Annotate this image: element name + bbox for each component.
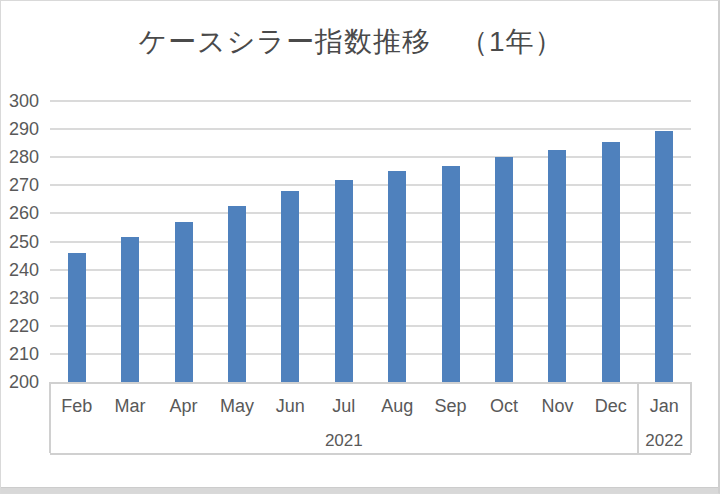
y-tick-label-250: 250 xyxy=(1,231,39,253)
bar-jan xyxy=(655,131,673,382)
x-tick-label-feb: Feb xyxy=(50,384,103,428)
bar-jun xyxy=(281,191,299,382)
chart: ケースシラー指数推移 （1年） 300290280270260250240230… xyxy=(0,0,720,494)
gridline-230 xyxy=(50,297,691,299)
y-tick-label-260: 260 xyxy=(1,202,39,224)
bar-feb xyxy=(68,253,86,382)
gridline-240 xyxy=(50,269,691,271)
bar-sep xyxy=(442,166,460,382)
y-tick-label-200: 200 xyxy=(1,371,39,393)
gridline-210 xyxy=(50,353,691,355)
y-tick-label-210: 210 xyxy=(1,343,39,365)
x-tick-label-jan: Jan xyxy=(638,384,691,428)
gridline-280 xyxy=(50,156,691,158)
y-tick-label-270: 270 xyxy=(1,174,39,196)
x-tick-label-aug: Aug xyxy=(371,384,424,428)
x-tick-label-oct: Oct xyxy=(477,384,530,428)
x-tick-label-jul: Jul xyxy=(317,384,370,428)
x-tick-label-mar: Mar xyxy=(103,384,156,428)
gridline-270 xyxy=(50,184,691,186)
bar-mar xyxy=(121,237,139,382)
bottom-strip xyxy=(1,487,720,493)
y-tick-label-300: 300 xyxy=(1,90,39,112)
year-label-2022: 2022 xyxy=(638,428,691,453)
y-tick-label-240: 240 xyxy=(1,259,39,281)
bar-may xyxy=(228,206,246,382)
y-tick-label-220: 220 xyxy=(1,315,39,337)
x-tick-label-may: May xyxy=(210,384,263,428)
axis-group-separator-0 xyxy=(49,382,51,453)
bar-nov xyxy=(548,150,566,382)
bar-aug xyxy=(388,171,406,382)
gridline-260 xyxy=(50,212,691,214)
year-label-2021: 2021 xyxy=(50,428,638,453)
plot-area: 300290280270260250240230220210200FebMarA… xyxy=(1,1,720,494)
axis-group-separator-1 xyxy=(637,382,639,453)
gridline-250 xyxy=(50,241,691,243)
y-tick-label-280: 280 xyxy=(1,146,39,168)
bar-apr xyxy=(175,222,193,382)
x-tick-label-nov: Nov xyxy=(531,384,584,428)
gridline-300 xyxy=(50,100,691,102)
bar-jul xyxy=(335,180,353,382)
x-tick-label-apr: Apr xyxy=(157,384,210,428)
x-tick-label-dec: Dec xyxy=(584,384,637,428)
y-tick-label-230: 230 xyxy=(1,287,39,309)
gridline-290 xyxy=(50,128,691,130)
axis-group-separator-2 xyxy=(690,382,692,453)
bar-oct xyxy=(495,157,513,382)
gridline-220 xyxy=(50,325,691,327)
axis-band-bottom-line xyxy=(50,453,691,455)
bar-dec xyxy=(602,142,620,382)
x-tick-label-sep: Sep xyxy=(424,384,477,428)
y-tick-label-290: 290 xyxy=(1,118,39,140)
x-tick-label-jun: Jun xyxy=(264,384,317,428)
